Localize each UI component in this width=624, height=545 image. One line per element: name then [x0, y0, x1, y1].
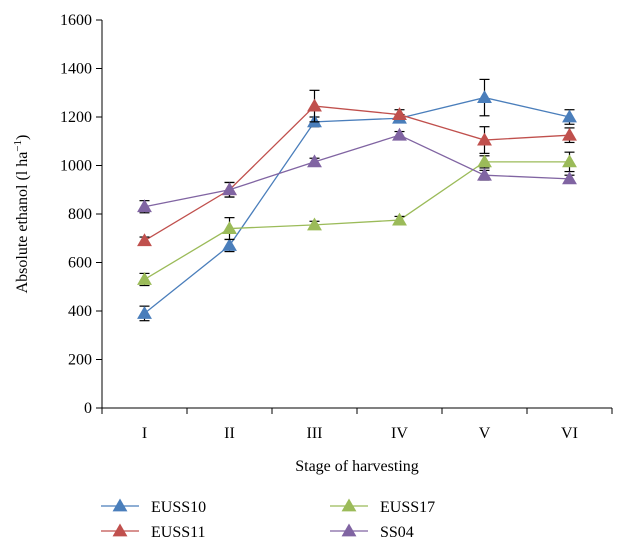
x-axis: I II III IV V VI: [101, 407, 613, 442]
data-point-marker: [392, 107, 407, 120]
data-point-marker: [137, 305, 152, 319]
series-ss04: [137, 127, 577, 214]
data-point-marker: [477, 154, 492, 168]
legend-item-ss04: SS04: [330, 523, 414, 541]
series-layer: [137, 78, 577, 322]
y-tick-label: 600: [68, 255, 92, 272]
data-point-marker: [222, 238, 237, 251]
x-tick-label: V: [479, 425, 491, 442]
legend-marker: [112, 498, 128, 512]
y-tick-label: 1400: [60, 61, 92, 78]
data-point-marker: [477, 90, 492, 103]
series-euss11: [137, 89, 577, 247]
x-tick-label: II: [224, 425, 235, 442]
data-point-marker: [137, 272, 152, 285]
data-point-marker: [137, 233, 152, 247]
x-tick-label: III: [307, 425, 323, 442]
series-line: [144, 105, 570, 242]
data-point-marker: [477, 132, 492, 146]
y-tick-label: 200: [68, 352, 92, 369]
legend-item-euss10: EUSS10: [101, 498, 206, 516]
data-point-marker: [562, 109, 577, 123]
y-tick-label: 1000: [60, 158, 92, 175]
data-point-marker: [137, 199, 152, 213]
y-tick-label: 800: [68, 206, 92, 223]
data-point-marker: [562, 127, 577, 141]
y-tick-label: 0: [84, 400, 92, 417]
series-line: [144, 161, 570, 281]
y-tick-label: 400: [68, 303, 92, 320]
data-point-marker: [392, 212, 407, 226]
y-axis-title-base: Absolute ethanol (l ha: [14, 152, 31, 294]
series-euss17: [137, 151, 577, 287]
legend-item-euss17: EUSS17: [330, 498, 435, 516]
x-tick-label: IV: [391, 425, 408, 442]
legend-marker: [341, 498, 357, 512]
data-point-marker: [477, 167, 492, 181]
y-axis-title-sup: −1: [12, 140, 24, 152]
series-line: [144, 96, 570, 314]
legend-marker: [341, 523, 357, 537]
legend: EUSS10 EUSS11 EUSS17 SS04: [101, 498, 435, 541]
data-point-marker: [222, 182, 237, 196]
y-axis-title: Absolute ethanol (l ha−1): [12, 135, 31, 294]
series-line: [144, 134, 570, 208]
legend-label: SS04: [380, 524, 414, 541]
data-point-marker: [392, 127, 407, 141]
y-axis-title-close: ): [14, 135, 31, 140]
data-point-marker: [562, 154, 577, 168]
y-tick-label: 1600: [60, 12, 92, 29]
legend-label: EUSS10: [151, 499, 206, 516]
x-tick-label: I: [142, 425, 147, 442]
y-tick-label: 1200: [60, 109, 92, 126]
legend-label: EUSS17: [380, 499, 435, 516]
data-point-marker: [307, 98, 322, 112]
x-axis-title: Stage of harvesting: [295, 458, 419, 475]
legend-marker: [112, 523, 128, 537]
legend-item-euss11: EUSS11: [101, 523, 206, 541]
x-tick-label: VI: [561, 425, 578, 442]
data-point-marker: [307, 154, 322, 168]
data-point-marker: [222, 221, 237, 234]
data-point-marker: [562, 171, 577, 185]
y-axis: 0 200 400 600 800 1000 1200 1400 1600: [60, 12, 103, 417]
legend-label: EUSS11: [151, 524, 206, 541]
series-euss10: [137, 78, 577, 322]
data-point-marker: [307, 217, 322, 231]
